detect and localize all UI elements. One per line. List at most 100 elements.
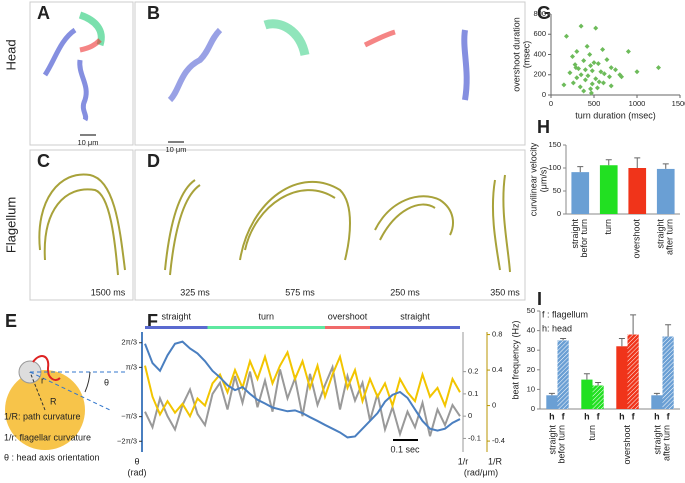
panel-label: E (5, 311, 17, 331)
scale-label: 10 μm (166, 145, 187, 154)
error-bar (605, 159, 612, 166)
series-name: h (584, 411, 590, 421)
y-tick-label: 10 (527, 384, 535, 393)
panel-label: C (37, 151, 50, 171)
x-tick-label: straight (570, 219, 580, 249)
scale-bar-label: 0.1 sec (390, 444, 420, 454)
y3-tick-label: 0.8 (492, 330, 502, 339)
x-tick-label: straight (656, 219, 666, 249)
bar (651, 395, 663, 409)
diagram-legend: θ : head axis orientation (4, 452, 100, 462)
time-label: 1500 ms (91, 287, 126, 297)
y2-tick-label: 0.2 (468, 367, 478, 376)
point (604, 57, 610, 63)
point (613, 67, 618, 73)
x-tick-label: straight (652, 425, 662, 455)
y-label: curvilinear velocity (528, 142, 538, 216)
point (574, 75, 580, 81)
point (587, 52, 593, 57)
x-tick-label: 0 (549, 99, 553, 108)
phase-bar (370, 326, 460, 329)
error-bar (583, 373, 590, 380)
bar (546, 395, 558, 409)
panel-label: F (147, 311, 158, 331)
point (581, 88, 587, 94)
hatch (592, 385, 604, 409)
panel-label: H (537, 117, 550, 137)
y2-tick-label: 0 (468, 411, 472, 420)
y-tick-label: 400 (533, 49, 546, 58)
diagram (5, 355, 125, 450)
y2-tick-label: -0.1 (468, 433, 481, 442)
phase-label: straight (161, 311, 191, 321)
time-label: 325 ms (180, 287, 210, 297)
phase-label: straight (400, 311, 430, 321)
point (589, 81, 595, 87)
y-tick-label: −2π/3 (117, 436, 137, 445)
bar (599, 165, 618, 214)
y-tick-label: 0 (531, 404, 535, 413)
error-bar (634, 157, 641, 168)
panel-label: A (37, 3, 50, 23)
y-tick-label: 600 (533, 29, 546, 38)
x-tick-label: 1500 (672, 99, 685, 108)
series-name: f (667, 411, 671, 421)
phase-bar (325, 326, 370, 329)
series-name: h (654, 411, 660, 421)
point (591, 60, 597, 66)
scale-label: 10 μm (78, 138, 99, 147)
y3-label: 1/R (488, 456, 503, 466)
error-bar (662, 163, 669, 169)
y-unit: (rad) (127, 467, 146, 477)
y-tick-label: 150 (548, 140, 561, 149)
point (563, 33, 569, 39)
y-tick-label: 800 (533, 9, 546, 18)
time-label: 575 ms (285, 287, 315, 297)
point (582, 67, 588, 73)
point (570, 54, 575, 60)
panel-label: D (147, 151, 160, 171)
error-bar (653, 392, 660, 396)
series-line (144, 363, 461, 438)
point (598, 69, 604, 75)
series-name: h (549, 411, 555, 421)
y-tick-label: 0 (557, 209, 561, 218)
point (601, 71, 607, 77)
point (656, 65, 661, 71)
y-tick-label: 2π/3 (121, 338, 137, 347)
x-label: turn duration (msec) (575, 110, 656, 120)
point (595, 61, 601, 67)
time-label: 350 ms (490, 287, 520, 297)
diagram-label: R (50, 396, 57, 406)
phase-label: turn (258, 311, 274, 321)
point (606, 74, 612, 80)
image-panels (29, 1, 526, 301)
bar (628, 168, 647, 214)
series-line (144, 340, 461, 439)
phase-bar (145, 326, 208, 329)
point (574, 48, 580, 54)
point (570, 80, 576, 86)
point (582, 77, 588, 83)
bar (616, 346, 628, 409)
panel-label: I (537, 289, 542, 309)
series-name: h (619, 411, 625, 421)
x-tick-label: overshoot (632, 219, 642, 259)
point (594, 85, 600, 91)
x-tick-label: overshoot (622, 425, 632, 465)
phase-bar (207, 326, 325, 329)
y-tick-label: 20 (527, 365, 535, 374)
bar (656, 168, 675, 214)
bar (571, 172, 590, 214)
diagram-legend: 1/r: flagellar curvature (4, 432, 91, 442)
x-tick-label: 500 (588, 99, 601, 108)
time-label: 250 ms (390, 287, 420, 297)
point (588, 90, 594, 96)
series-name: f (597, 411, 601, 421)
bar (581, 379, 593, 409)
error-bar (560, 337, 567, 341)
error-bar (595, 382, 602, 386)
series-name: f (562, 411, 566, 421)
y-tick-label: π/3 (126, 362, 137, 371)
y-label: beat frequency (Hz) (510, 320, 520, 399)
